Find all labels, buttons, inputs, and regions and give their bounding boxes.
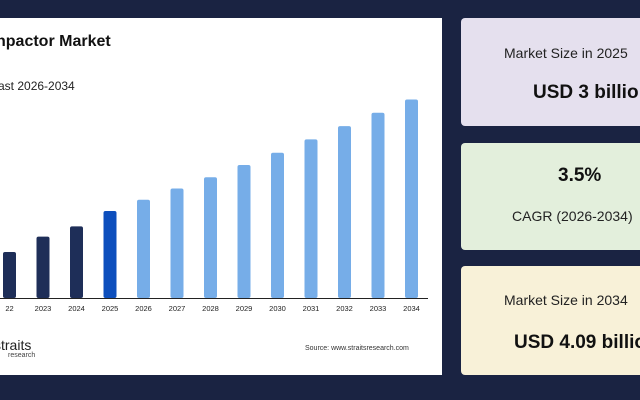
cagr-value: 3.5% (558, 165, 602, 186)
x-tick-label: 22 (5, 304, 13, 313)
x-tick-label: 2025 (102, 304, 119, 313)
market-size-2025-label: Market Size in 2025 (504, 45, 628, 61)
chart-subtitle: ast 2026-2034 (0, 79, 75, 93)
chart-panel: npactor Market ast 2026-2034 22 2023 2024 2… (0, 18, 442, 375)
x-tick-label: 2023 (35, 304, 52, 313)
bar-2024 (70, 226, 83, 298)
source-note: Source: www.straitsresearch.com (305, 345, 409, 352)
bar-2026 (137, 199, 150, 298)
chart-title: npactor Market (0, 33, 111, 50)
x-tick-label: 2024 (68, 304, 85, 313)
market-size-2025-card: Market Size in 2025 USD 3 billio (461, 18, 640, 126)
bar-2030 (271, 152, 284, 298)
x-tick-label: 2027 (169, 304, 186, 313)
bar-2034 (405, 99, 418, 298)
bar-2027 (170, 188, 184, 298)
straits-logo: straits research (0, 338, 64, 368)
bar-2031 (304, 139, 318, 298)
market-size-2034-value: USD 4.09 billio (514, 332, 640, 353)
x-tick-label: 2031 (303, 304, 320, 313)
logo-name: straits (0, 337, 32, 353)
x-tick-label: 2033 (370, 304, 387, 313)
bar-2032 (338, 126, 351, 299)
cagr-card: 3.5% CAGR (2026-2034) (461, 143, 640, 250)
market-size-2025-value: USD 3 billio (533, 82, 639, 103)
x-tick-label: 2029 (236, 304, 253, 313)
x-tick-label: 2026 (135, 304, 152, 313)
x-tick-label: 2028 (202, 304, 219, 313)
x-tick-label: 2030 (269, 304, 286, 313)
logo-sub: research (8, 352, 36, 359)
bar-2033 (371, 112, 385, 298)
x-tick-label: 2034 (403, 304, 420, 313)
bar-2025 (103, 211, 117, 298)
x-tick-label: 2032 (336, 304, 353, 313)
market-size-2034-label: Market Size in 2034 (504, 292, 628, 308)
market-size-2034-card: Market Size in 2034 USD 4.09 billio (461, 266, 640, 375)
bar-2028 (204, 177, 217, 298)
bar-2023 (36, 236, 50, 298)
bar-2029 (237, 164, 251, 298)
cagr-label: CAGR (2026-2034) (512, 208, 633, 224)
bar-22 (3, 251, 16, 298)
bar-chart: 22 2023 2024 2025 2026 2027 2028 2029 2030 2031 20… (0, 99, 428, 313)
